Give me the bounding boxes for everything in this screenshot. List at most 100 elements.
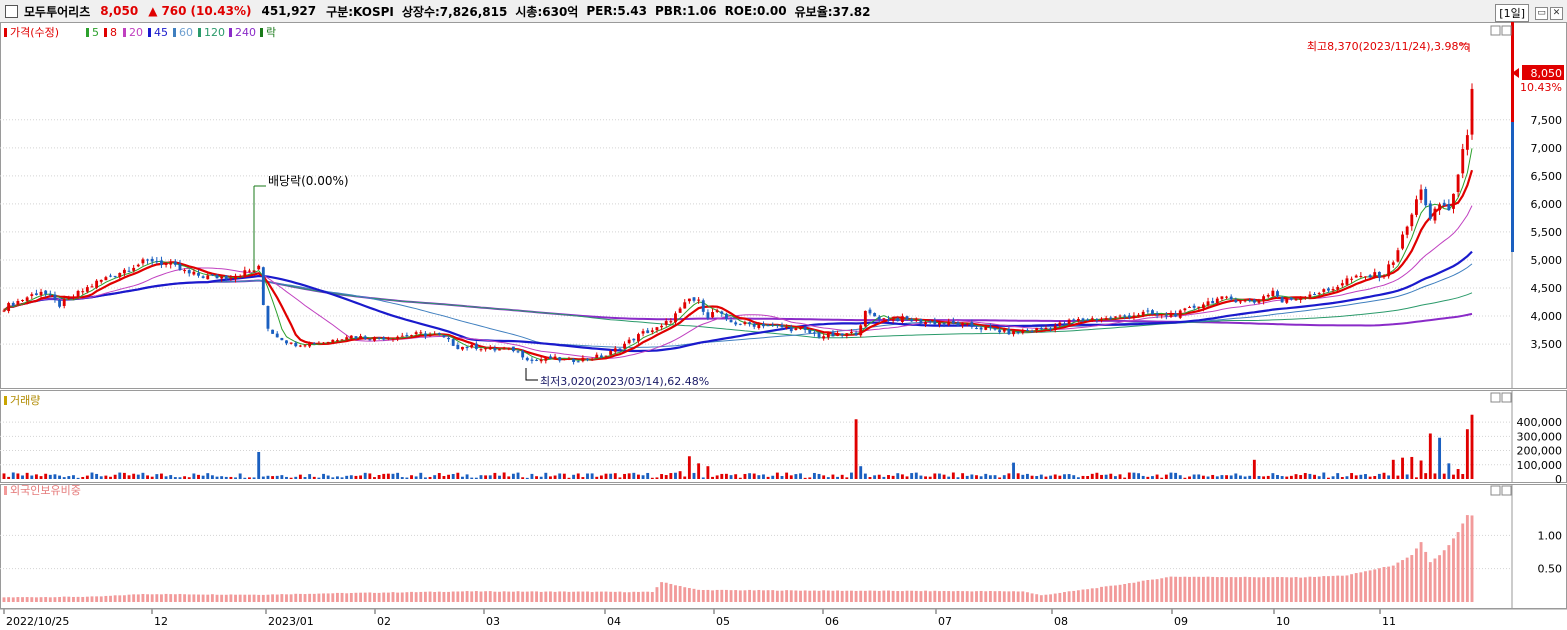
- volume-bar: [623, 473, 626, 479]
- select-checkbox[interactable]: [5, 4, 18, 18]
- volume-bar: [326, 475, 330, 479]
- volume-bar: [1012, 462, 1015, 479]
- candle-body: [743, 322, 747, 325]
- foreign-bar: [62, 596, 66, 602]
- foreign-panel-minimize-icon[interactable]: [1490, 485, 1501, 496]
- candle-body: [169, 262, 173, 265]
- foreign-bar: [1331, 575, 1335, 602]
- volume-bar: [511, 473, 515, 479]
- candle-body: [1192, 305, 1196, 308]
- x-tick-label: 12: [154, 615, 168, 628]
- candle-body: [423, 333, 427, 337]
- foreign-panel-close-icon[interactable]: [1501, 485, 1512, 496]
- foreign-bar: [1035, 594, 1039, 602]
- candle-body: [891, 318, 895, 321]
- volume-bar: [493, 472, 497, 479]
- foreign-bar: [229, 594, 233, 602]
- candle-body: [1146, 310, 1150, 312]
- price-tick-label: 7,500: [1531, 114, 1563, 127]
- candle-body: [530, 359, 534, 361]
- volume-bar: [1095, 472, 1099, 479]
- volume-bar: [1262, 476, 1266, 479]
- volume-bar: [465, 474, 469, 479]
- candle-body: [335, 340, 339, 342]
- candle-body: [53, 294, 57, 300]
- volume-bar: [1225, 475, 1228, 479]
- candle-body: [322, 342, 325, 344]
- foreign-bar: [1313, 576, 1316, 602]
- candle-body: [11, 302, 15, 307]
- volume-bar: [1063, 474, 1066, 479]
- volume-bar: [507, 476, 511, 479]
- volume-bar: [127, 475, 131, 479]
- candle-body: [1012, 330, 1015, 335]
- volume-bar: [1109, 473, 1113, 479]
- panel-buttons: [1490, 25, 1512, 496]
- candle-body: [414, 332, 418, 335]
- volume-bar: [868, 477, 872, 479]
- foreign-bar: [748, 589, 752, 602]
- volume-bar: [1081, 475, 1085, 479]
- foreign-bar: [7, 597, 11, 602]
- restore-icon[interactable]: ▭: [1535, 6, 1548, 20]
- volume-panel-close-icon[interactable]: [1501, 392, 1512, 403]
- candle-body: [1243, 299, 1247, 302]
- candle-body: [1364, 276, 1367, 278]
- foreign-bar: [599, 591, 603, 602]
- foreign-bar: [641, 591, 645, 602]
- candle-body: [609, 351, 613, 355]
- candle-body: [729, 320, 733, 323]
- foreign-bar: [1016, 591, 1020, 602]
- candle-body: [1248, 300, 1252, 302]
- foreign-bar: [1137, 581, 1141, 602]
- foreign-bar: [1243, 576, 1247, 602]
- candle-body: [136, 264, 140, 267]
- foreign-bar: [1104, 586, 1108, 602]
- candle-body: [1188, 306, 1191, 308]
- foreign-bar: [99, 596, 103, 602]
- current-price: 8,050: [100, 4, 139, 18]
- price-tick-label: 5,000: [1531, 254, 1563, 267]
- candle-body: [664, 321, 668, 325]
- ma45-line: [3, 250, 1473, 353]
- foreign-bar: [25, 597, 29, 602]
- foreign-bar: [433, 591, 437, 602]
- foreign-bar: [1289, 577, 1293, 602]
- volume-panel-minimize-icon[interactable]: [1490, 392, 1501, 403]
- candle-body: [349, 335, 353, 339]
- candle-body: [1327, 288, 1330, 291]
- volume-bar: [535, 476, 538, 479]
- chart-annotations: 배당락(0.00%) 최저3,020(2023/03/14),62.48% 최고…: [253, 40, 1564, 388]
- legend-ma120: 120: [204, 26, 225, 39]
- volume-bar: [738, 477, 742, 479]
- volume-bar: [1100, 474, 1103, 479]
- foreign-bar: [826, 590, 830, 602]
- foreign-bar: [627, 592, 631, 602]
- volume-bar: [1183, 477, 1187, 479]
- candle-body: [859, 325, 863, 336]
- candle-body: [298, 345, 302, 347]
- close-icon[interactable]: ✕: [1550, 6, 1563, 20]
- foreign-bar: [317, 593, 321, 602]
- foreign-bar: [947, 591, 951, 602]
- volume-bar: [1229, 475, 1233, 479]
- stock-chart[interactable]: 3,500 4,000 4,500 5,000 5,500 6,000 6,500 7,000…: [0, 22, 1567, 630]
- foreign-bar: [1294, 576, 1298, 602]
- candle-body: [289, 342, 293, 344]
- candle-body: [160, 260, 163, 265]
- price-panel-minimize-icon[interactable]: [1490, 25, 1501, 36]
- volume-bar: [192, 473, 196, 479]
- foreign-bar: [998, 591, 1002, 602]
- price-panel-close-icon[interactable]: [1501, 25, 1512, 36]
- volume-bar: [400, 477, 404, 479]
- candle-body: [1178, 310, 1182, 318]
- volume-bar: [914, 472, 918, 479]
- foreign-bar: [345, 593, 349, 602]
- candle-body: [887, 319, 890, 321]
- foreign-bar: [521, 591, 525, 602]
- foreign-bar: [646, 591, 650, 602]
- foreign-bar: [1303, 577, 1307, 602]
- candle-body: [748, 322, 752, 325]
- period-selector[interactable]: [1일]: [1495, 4, 1529, 22]
- x-tick-label: 03: [486, 615, 500, 628]
